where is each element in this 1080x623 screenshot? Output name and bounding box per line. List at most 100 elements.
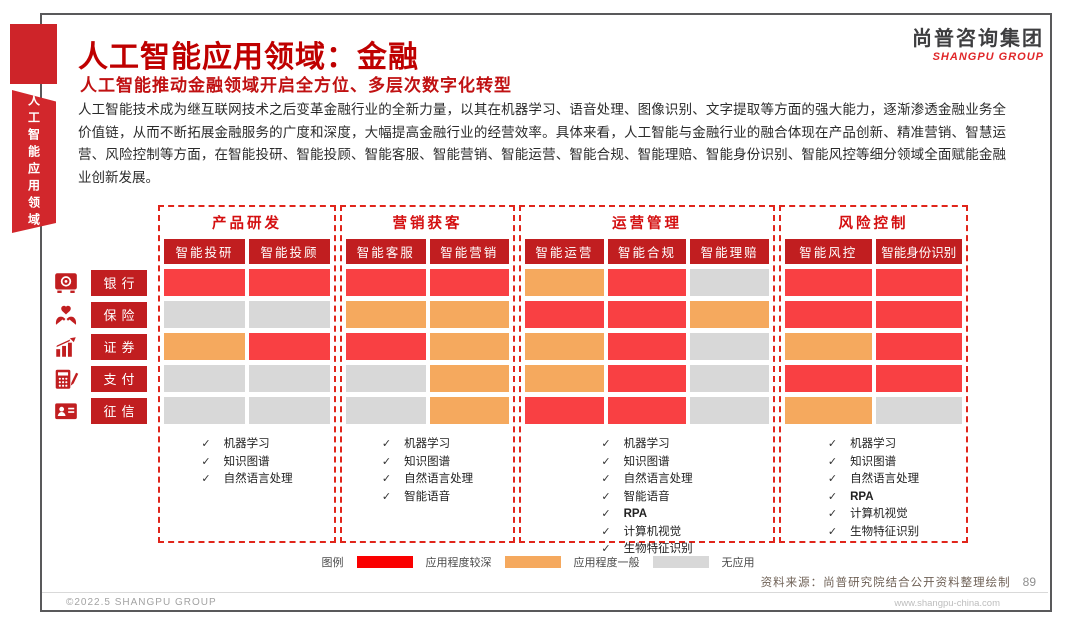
legend: 图例 应用程度较深 应用程度一般 无应用 — [158, 554, 918, 570]
tech-checklist-item: ✓ 知识图谱 — [828, 454, 919, 472]
check-icon: ✓ — [601, 455, 611, 468]
matrix-group: 产品研发 智能投研 智能投顾 ✓ 机器学习 ✓ 知识图谱 ✓ 自然语言处理 — [158, 205, 336, 543]
source-line: 资料来源：尚普研究院结合公开资料整理绘制 89 — [761, 574, 1036, 590]
tech-checklist-item: ✓ RPA — [601, 506, 692, 524]
column-header: 智能客服 — [346, 239, 426, 264]
check-icon: ✓ — [601, 490, 611, 503]
body-paragraph: 人工智能技术成为继互联网技术之后变革金融行业的全新力量，以其在机器学习、语音处理… — [78, 102, 1006, 185]
tech-checklist-item: ✓ 智能语音 — [382, 489, 473, 507]
column-header: 智能投顾 — [249, 239, 330, 264]
tech-checklist-item: ✓ 自然语言处理 — [382, 471, 473, 489]
matrix-cell-row — [164, 365, 330, 392]
safe-icon — [55, 272, 77, 293]
tech-checklist-item: ✓ 计算机视觉 — [828, 506, 919, 524]
column-header: 智能投研 — [164, 239, 245, 264]
matrix-cell — [690, 333, 770, 360]
column-header: 智能理赔 — [690, 239, 770, 264]
matrix-cell — [429, 333, 509, 360]
company-logo: 尚普咨询集团 SHANGPU GROUP — [912, 28, 1044, 64]
tech-name: 计算机视觉 — [623, 525, 682, 538]
tech-name: 智能语音 — [623, 490, 670, 503]
matrix-cell — [346, 269, 426, 296]
page-number: 89 — [1022, 575, 1036, 589]
matrix-cell — [525, 365, 604, 392]
check-icon: ✓ — [201, 455, 211, 468]
tech-checklist-item: ✓ 计算机视觉 — [601, 524, 692, 542]
check-icon: ✓ — [827, 490, 838, 503]
tech-name: 机器学习 — [223, 438, 270, 450]
matrix-cell — [164, 269, 245, 296]
logo-chinese-name: 尚普咨询集团 — [912, 28, 1044, 50]
matrix-cell-row — [785, 365, 962, 392]
row-label-payment: 支付 — [50, 365, 147, 392]
matrix-group-title: 风险控制 — [838, 216, 909, 232]
matrix-cell — [785, 333, 872, 360]
matrix-cell — [785, 301, 872, 328]
tech-checklist: ✓ 机器学习 ✓ 知识图谱 ✓ 自然语言处理 ✓ 智能语音 — [382, 436, 473, 506]
matrix-cell — [525, 269, 604, 296]
tech-checklist-item: ✓ 生物特征识别 — [828, 524, 919, 542]
tech-name: RPA — [850, 490, 874, 503]
column-header: 智能身份识别 — [875, 239, 962, 264]
matrix-cell — [875, 333, 962, 360]
matrix-cell — [607, 333, 687, 360]
tech-checklist-item: ✓ 机器学习 — [601, 436, 692, 454]
matrix-group-title: 营销获客 — [392, 216, 463, 232]
matrix-cell-row — [785, 269, 962, 296]
footer-divider — [42, 592, 1048, 593]
matrix-cell — [875, 365, 962, 392]
matrix-cell — [346, 301, 426, 328]
check-icon: ✓ — [601, 438, 611, 450]
column-header-row: 智能风控 智能身份识别 — [785, 239, 962, 264]
copyright-text: ©2022.5 SHANGPU GROUP — [66, 597, 217, 608]
matrix-cell — [785, 397, 872, 424]
tech-checklist-item: ✓ 自然语言处理 — [828, 471, 919, 489]
tech-checklist-item: ✓ 机器学习 — [201, 436, 292, 454]
website-text: www.shangpu-china.com — [894, 598, 1000, 609]
matrix-cell — [346, 365, 426, 392]
matrix-cell — [525, 397, 604, 424]
matrix-cell — [429, 301, 509, 328]
matrix-cell — [525, 333, 604, 360]
matrix-cell-row — [164, 333, 330, 360]
tech-name: 机器学习 — [623, 438, 670, 450]
matrix-cell — [607, 365, 687, 392]
page-title: 人工智能应用领域：金融 — [78, 41, 419, 74]
row-label-text: 征信 — [91, 397, 147, 424]
tech-checklist: ✓ 机器学习 ✓ 知识图谱 ✓ 自然语言处理 ✓ RPA ✓ 计算机视觉 ✓ 生物特征识别 — [828, 436, 919, 541]
matrix-cell-row — [346, 397, 509, 424]
matrix-cell — [607, 301, 687, 328]
tech-name: 生物特征识别 — [850, 525, 920, 538]
matrix-cell — [346, 333, 426, 360]
tech-checklist-item: ✓ 生物特征识别 — [601, 541, 692, 559]
heart-hands-icon — [55, 305, 77, 325]
check-icon: ✓ — [827, 473, 838, 485]
tech-name: 自然语言处理 — [223, 473, 293, 485]
tech-checklist-item: ✓ 知识图谱 — [382, 454, 473, 472]
legend-item-deep: 应用程度较深 — [425, 557, 492, 569]
row-label-text: 保险 — [91, 301, 147, 328]
column-header-row: 智能运营 智能合规 智能理赔 — [525, 239, 770, 264]
matrix-cell — [785, 365, 872, 392]
sidebar-ribbon: 人工智能应用领域 — [12, 90, 56, 233]
tech-checklist-item: ✓ 智能语音 — [601, 489, 692, 507]
legend-item-none: 无应用 — [721, 557, 755, 569]
tech-name: 机器学习 — [850, 438, 897, 450]
matrix-cell — [164, 333, 245, 360]
matrix-cell — [346, 397, 426, 424]
legend-swatch-mid — [504, 556, 561, 568]
check-icon: ✓ — [601, 525, 611, 538]
matrix-group: 风险控制 智能风控 智能身份识别 ✓ 机器学习 ✓ 知识图谱 ✓ 自然语言处理 ✓ RPA ✓ 计算机视… — [779, 205, 968, 543]
check-icon: ✓ — [827, 455, 838, 468]
calculator-pen-icon — [55, 369, 79, 389]
matrix-cell-row — [346, 301, 509, 328]
id-card-icon — [55, 402, 77, 419]
page-subtitle: 人工智能推动金融领域开启全方位、多层次数字化转型 — [80, 76, 512, 95]
tech-name: 生物特征识别 — [623, 543, 693, 555]
check-icon: ✓ — [601, 508, 611, 520]
matrix-cell — [875, 301, 962, 328]
matrix-cell-row — [164, 301, 330, 328]
matrix-cell — [249, 397, 330, 424]
check-icon: ✓ — [601, 543, 611, 555]
matrix-cell-row — [525, 301, 770, 328]
